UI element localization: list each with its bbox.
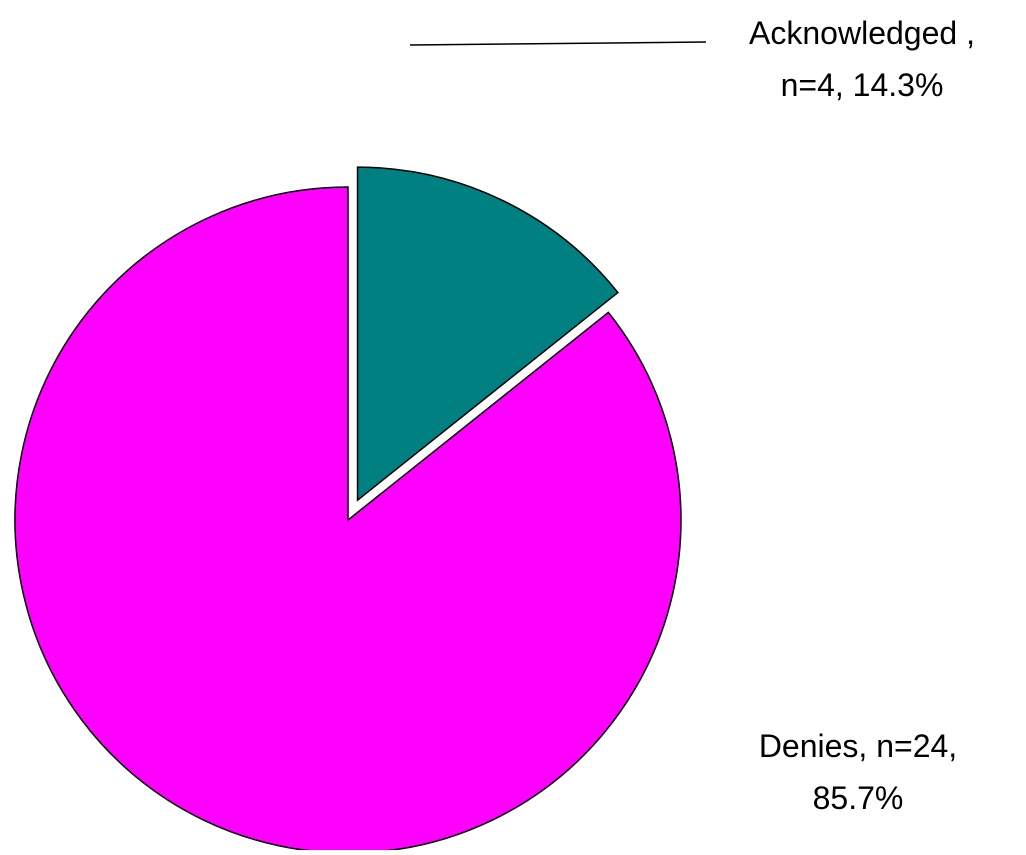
pie-slices <box>14 166 682 854</box>
data-label-acknowledged: Acknowledged , n=4, 14.3% <box>749 15 975 103</box>
data-label-line: n=4, 14.3% <box>781 67 944 103</box>
pie-labels: Acknowledged , n=4, 14.3% Denies, n=24, 85.… <box>749 15 975 816</box>
pie-leader-lines <box>409 41 707 46</box>
leader-line-acknowledged <box>409 41 707 46</box>
data-label-line: Denies, n=24, <box>759 728 957 764</box>
data-label-line: Acknowledged , <box>749 15 975 51</box>
pie-slice-denies <box>14 186 682 854</box>
data-label-denies: Denies, n=24, 85.7% <box>759 728 957 816</box>
data-label-line: 85.7% <box>813 780 904 816</box>
pie-slice-acknowledged <box>356 166 619 502</box>
